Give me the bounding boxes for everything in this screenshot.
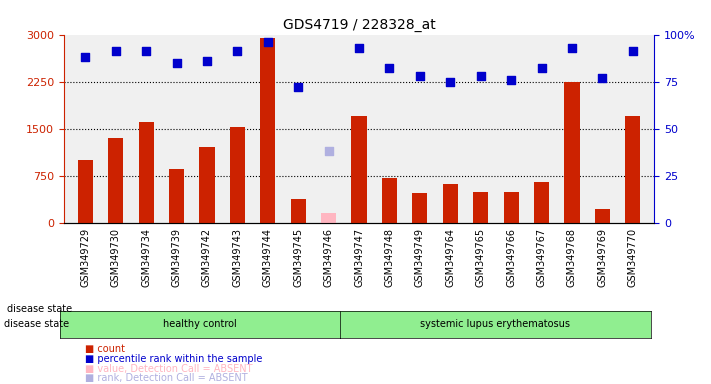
Point [353, 45, 365, 51]
Bar [595, 209, 610, 223]
Bar [503, 192, 519, 223]
Point [262, 39, 274, 45]
Point [566, 45, 577, 51]
Point [201, 58, 213, 64]
Text: disease state: disease state [7, 304, 73, 314]
Point [475, 73, 486, 79]
Bar [321, 214, 336, 223]
Text: systemic lupus erythematosus: systemic lupus erythematosus [420, 319, 570, 329]
Text: ■ rank, Detection Call = ABSENT: ■ rank, Detection Call = ABSENT [85, 373, 248, 383]
Bar [77, 160, 93, 223]
Bar [139, 122, 154, 223]
Bar [565, 82, 579, 223]
Text: ■ percentile rank within the sample: ■ percentile rank within the sample [85, 354, 262, 364]
Point [536, 65, 547, 71]
Bar [199, 147, 215, 223]
Point [384, 65, 395, 71]
Point [415, 73, 426, 79]
Bar [625, 116, 641, 223]
Bar [443, 184, 458, 223]
Bar [473, 192, 488, 223]
Point [232, 48, 243, 55]
Title: GDS4719 / 228328_at: GDS4719 / 228328_at [283, 18, 435, 32]
Point [110, 48, 122, 55]
Bar [382, 177, 397, 223]
Bar [291, 199, 306, 223]
Bar [169, 169, 184, 223]
Point [141, 48, 152, 55]
Point [171, 60, 182, 66]
Point [506, 77, 517, 83]
Point [323, 148, 334, 154]
Point [292, 84, 304, 90]
Text: healthy control: healthy control [164, 319, 237, 329]
Text: disease state: disease state [4, 319, 69, 329]
Bar [351, 116, 367, 223]
Bar [412, 193, 427, 223]
Text: ■ count: ■ count [85, 344, 125, 354]
Point [627, 48, 638, 55]
Point [444, 79, 456, 85]
Bar [108, 138, 123, 223]
Point [80, 54, 91, 60]
Bar [230, 127, 245, 223]
Point [597, 75, 608, 81]
Text: ■ value, Detection Call = ABSENT: ■ value, Detection Call = ABSENT [85, 364, 253, 374]
Bar [260, 38, 275, 223]
Bar [534, 182, 549, 223]
